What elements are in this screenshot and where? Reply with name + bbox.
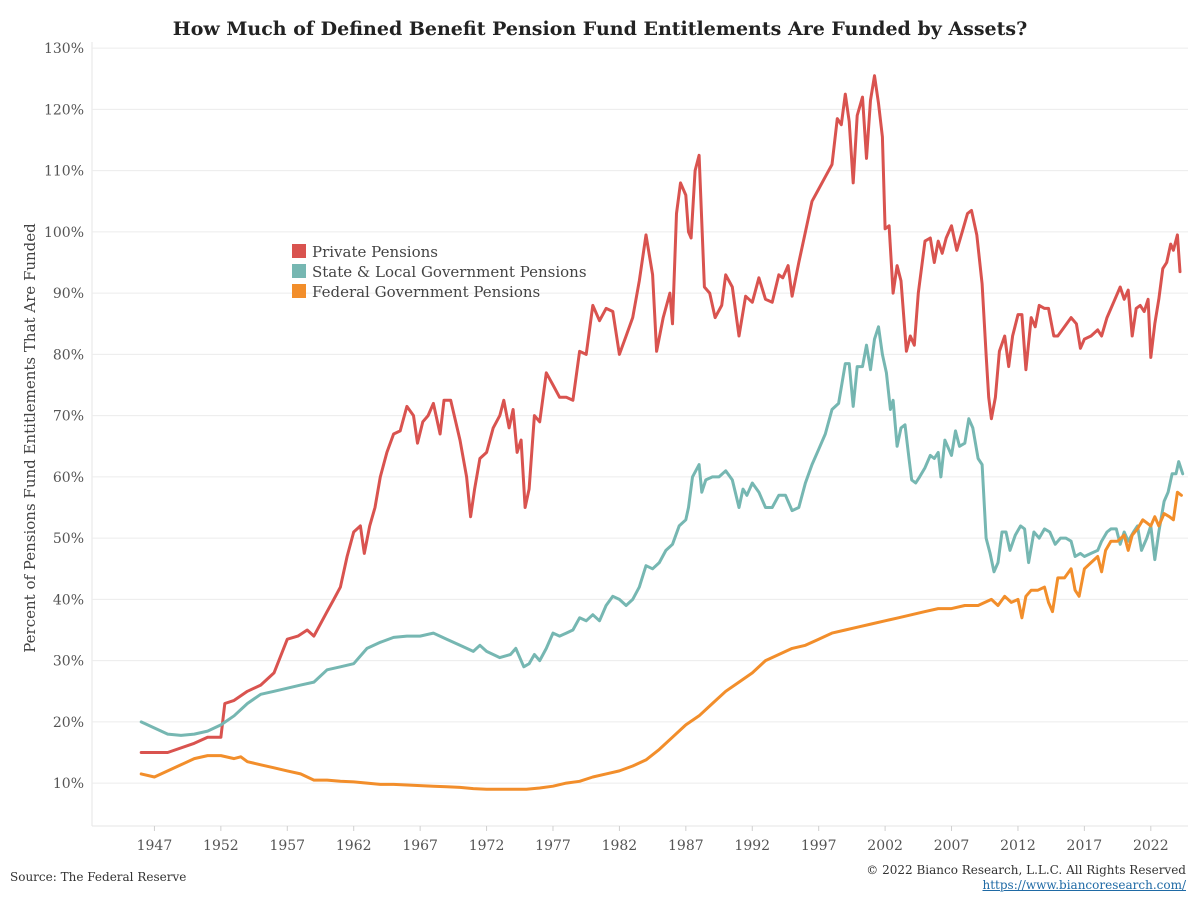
legend-swatch [292,244,306,258]
x-tick-label: 1962 [336,838,372,854]
x-axis: 1947 1952 1957 1962 1967 1972 1977 1982 1987 1992… [137,826,1169,854]
x-tick-label: 2017 [1067,838,1103,854]
legend-swatch [292,264,306,278]
y-tick-label: 10% [53,776,84,792]
x-tick-label: 1952 [203,838,239,854]
y-axis: 10% 20% 30% 40% 50% 60% 70% 80% 90% 100% 110% 120% 1… [44,41,84,792]
series-line-private-pensions [139,74,1182,754]
series-line-state-local-government-pensions [139,325,1185,737]
y-tick-label: 120% [44,102,84,118]
website-link[interactable]: https://www.biancoresearch.com/ [982,878,1186,892]
x-tick-label: 1982 [602,838,638,854]
y-tick-label: 90% [53,286,84,302]
y-tick-label: 60% [53,470,84,486]
legend-item-federal-government-pensions: Federal Government Pensions [292,283,540,301]
x-tick-label: 1967 [402,838,438,854]
chart-title: How Much of Defined Benefit Pension Fund… [172,18,1028,40]
y-tick-label: 80% [53,347,84,363]
series-line-federal-government-pensions [139,490,1183,791]
y-tick-label: 30% [53,654,84,670]
y-tick-label: 110% [44,164,84,180]
y-axis-label: Percent of Pensions Fund Entitlements Th… [21,223,39,653]
x-tick-label: 1997 [801,838,837,854]
x-tick-label: 1977 [535,838,571,854]
legend-item-state-local-government-pensions: State & Local Government Pensions [292,263,587,281]
x-tick-label: 1987 [668,838,704,854]
legend: Private Pensions State & Local Government… [292,243,587,301]
source-note: Source: The Federal Reserve [10,870,187,884]
legend-label: State & Local Government Pensions [312,263,587,281]
y-tick-label: 20% [53,715,84,731]
legend-swatch [292,284,306,298]
gridlines [91,42,1188,827]
x-tick-label: 2007 [934,838,970,854]
x-tick-label: 1992 [734,838,770,854]
legend-label: Private Pensions [312,243,438,261]
y-tick-label: 40% [53,592,84,608]
x-tick-label: 1972 [469,838,505,854]
x-tick-label: 1957 [269,838,305,854]
y-tick-label: 50% [53,531,84,547]
legend-item-private-pensions: Private Pensions [292,243,438,261]
x-tick-label: 2002 [867,838,903,854]
x-tick-label: 2022 [1133,838,1169,854]
legend-label: Federal Government Pensions [312,283,540,301]
y-tick-label: 100% [44,225,84,241]
y-tick-label: 70% [53,409,84,425]
series-lines [139,74,1185,791]
x-tick-label: 2012 [1000,838,1036,854]
y-tick-label: 130% [44,41,84,57]
x-tick-label: 1947 [137,838,173,854]
copyright-note: © 2022 Bianco Research, L.L.C. All Right… [866,863,1186,877]
